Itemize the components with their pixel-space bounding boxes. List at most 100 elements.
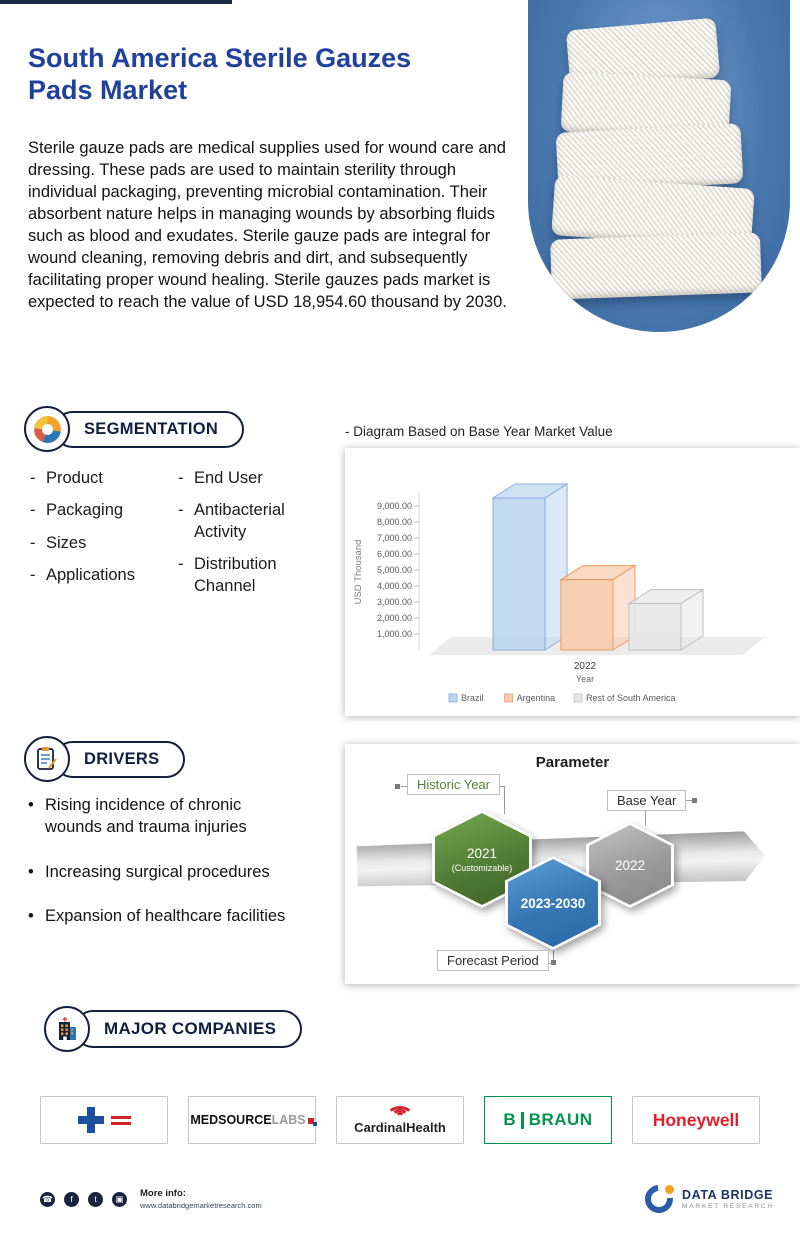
page-title: South America Sterile Gauzes Pads Market xyxy=(28,43,412,106)
base-year-label: Base Year xyxy=(607,790,687,811)
svg-text:Rest of South America: Rest of South America xyxy=(586,693,676,703)
segmentation-item-label: Product xyxy=(46,469,103,487)
svg-text:1,000.00: 1,000.00 xyxy=(377,629,412,639)
connector-line xyxy=(553,944,554,960)
company-logo-medsource-labs: MEDSOURCE LABS xyxy=(188,1096,317,1144)
hospital-building-icon xyxy=(44,1006,90,1052)
base-year-value: 2022 xyxy=(614,857,646,873)
forecast-period-label: Forecast Period xyxy=(437,950,549,971)
segmentation-section-header: SEGMENTATION xyxy=(24,406,245,452)
company-logo-cardinal-health: CardinalHealth xyxy=(336,1096,464,1144)
forecast-period-value: 2023-2030 xyxy=(520,895,586,911)
segmentation-item: Product xyxy=(30,468,175,490)
y-axis-ticks: 1,000.00 2,000.00 3,000.00 4,000.00 5,000.00… xyxy=(377,501,419,639)
drivers-heading: DRIVERS xyxy=(54,740,186,778)
svg-text:Argentina: Argentina xyxy=(517,693,556,703)
data-bridge-icon xyxy=(639,1179,679,1219)
svg-text:5,000.00: 5,000.00 xyxy=(377,565,412,575)
twitter-icon[interactable]: t xyxy=(88,1192,103,1207)
drivers-clipboard-icon xyxy=(24,736,70,782)
gauze-pad xyxy=(550,232,762,300)
medsource-mark-icon xyxy=(307,1118,317,1126)
connector-dot xyxy=(551,960,556,965)
y-axis-label: USD Thousand xyxy=(353,540,364,605)
company-logo-b-braun: B BRAUN xyxy=(484,1096,612,1144)
segmentation-list-left: Product Packaging Sizes Applications xyxy=(30,468,175,598)
cardinal-wings-icon xyxy=(384,1105,416,1119)
segmentation-item-label: Sizes xyxy=(46,533,87,552)
historic-year-label: Historic Year xyxy=(407,774,500,795)
parameter-title: Parameter xyxy=(535,754,610,771)
svg-text:2,000.00: 2,000.00 xyxy=(377,613,412,623)
parameter-diagram-card: Parameter 2021 (Customizable) 2022 2023-… xyxy=(345,744,800,984)
segmentation-item: Sizes xyxy=(30,533,175,555)
x-tick-label: 2022 xyxy=(574,661,597,672)
segmentation-item: Applications xyxy=(30,565,175,587)
companies-heading: MAJOR COMPANIES xyxy=(74,1010,303,1048)
segmentation-item-label: End User xyxy=(194,469,263,487)
svg-text:8,000.00: 8,000.00 xyxy=(377,517,412,527)
x-axis-label: Year xyxy=(576,674,594,684)
connector-line xyxy=(504,786,505,814)
companies-section-header: MAJOR COMPANIES xyxy=(44,1006,303,1052)
gauze-product-image xyxy=(528,0,790,332)
segmentation-item: End User xyxy=(178,468,310,490)
connector-dot xyxy=(395,784,400,789)
connector-line xyxy=(545,963,553,964)
brand-name: DATA BRIDGE xyxy=(682,1188,774,1202)
driver-item: Rising incidence of chronic wounds and t… xyxy=(28,794,293,839)
svg-text:6,000.00: 6,000.00 xyxy=(377,549,412,559)
braun-divider xyxy=(521,1111,524,1129)
driver-item: Increasing surgical procedures xyxy=(28,861,293,884)
instagram-icon[interactable]: ▣ xyxy=(112,1192,127,1207)
market-value-chart-card: USD Thousand 1,000.00 2,000.00 3,000.00 4,0… xyxy=(345,448,800,716)
whatsapp-icon[interactable]: ☎ xyxy=(40,1192,55,1207)
chart-legend: Brazil Argentina Rest of South America xyxy=(448,693,676,703)
segmentation-item: Distribution Channel xyxy=(178,554,310,597)
more-info-label: More info: xyxy=(140,1188,186,1199)
driver-item-label: Expansion of healthcare facilities xyxy=(45,906,286,925)
segmentation-heading: SEGMENTATION xyxy=(54,410,245,448)
connector-dot xyxy=(692,798,697,803)
labs-wordmark: LABS xyxy=(271,1113,306,1127)
company-logo-honeywell: Honeywell xyxy=(632,1096,760,1144)
segmentation-item-label: Distribution Channel xyxy=(194,555,277,595)
braun-wordmark: BRAUN xyxy=(528,1110,593,1129)
segmentation-item: Packaging xyxy=(30,500,175,522)
brand-tagline: MARKET RESEARCH xyxy=(682,1203,774,1210)
more-info-block: More info: www.databridgemarketresearch.… xyxy=(140,1188,262,1210)
drivers-section-header: DRIVERS xyxy=(24,736,186,782)
medsource-wordmark: MEDSOURCE xyxy=(190,1113,272,1127)
forecast-period-hexagon: 2023-2030 xyxy=(505,856,601,950)
data-bridge-logo: DATA BRIDGE MARKET RESEARCH xyxy=(639,1179,774,1219)
chart-bars xyxy=(491,483,705,651)
website-link[interactable]: www.databridgemarketresearch.com xyxy=(140,1201,262,1210)
segmentation-item-label: Packaging xyxy=(46,501,124,520)
honeywell-wordmark: Honeywell xyxy=(652,1109,740,1130)
segmentation-item: Antibacterial Activity xyxy=(178,500,310,543)
segmentation-list-right: End User Antibacterial Activity Distribu… xyxy=(178,468,310,608)
segmentation-pie-icon xyxy=(24,406,70,452)
svg-text:Brazil: Brazil xyxy=(461,693,484,703)
driver-item: Expansion of healthcare facilities xyxy=(28,905,293,928)
company-logo-white-cross xyxy=(40,1096,168,1144)
market-description: Sterile gauze pads are medical supplies … xyxy=(28,139,507,311)
facebook-icon[interactable]: f xyxy=(64,1192,79,1207)
driver-item-label: Rising incidence of chronic wounds and t… xyxy=(45,796,247,837)
historic-year-note: (Customizable) xyxy=(451,862,513,873)
driver-item-label: Increasing surgical procedures xyxy=(45,862,270,881)
svg-text:3,000.00: 3,000.00 xyxy=(377,597,412,607)
medical-cross-icon xyxy=(77,1107,104,1133)
chart-caption: - Diagram Based on Base Year Market Valu… xyxy=(345,424,613,439)
logo-text-lines xyxy=(110,1113,131,1128)
historic-year-value: 2021 xyxy=(466,845,498,861)
braun-b-wordmark: B xyxy=(503,1110,517,1129)
connector-line xyxy=(645,800,646,826)
segmentation-item-label: Antibacterial Activity xyxy=(194,501,285,541)
svg-text:4,000.00: 4,000.00 xyxy=(377,581,412,591)
svg-text:7,000.00: 7,000.00 xyxy=(377,533,412,543)
segmentation-item-label: Applications xyxy=(46,566,135,585)
drivers-list: Rising incidence of chronic wounds and t… xyxy=(28,794,293,949)
bar-chart-svg: USD Thousand 1,000.00 2,000.00 3,000.00 4,0… xyxy=(353,483,765,703)
top-accent-line xyxy=(0,0,232,4)
